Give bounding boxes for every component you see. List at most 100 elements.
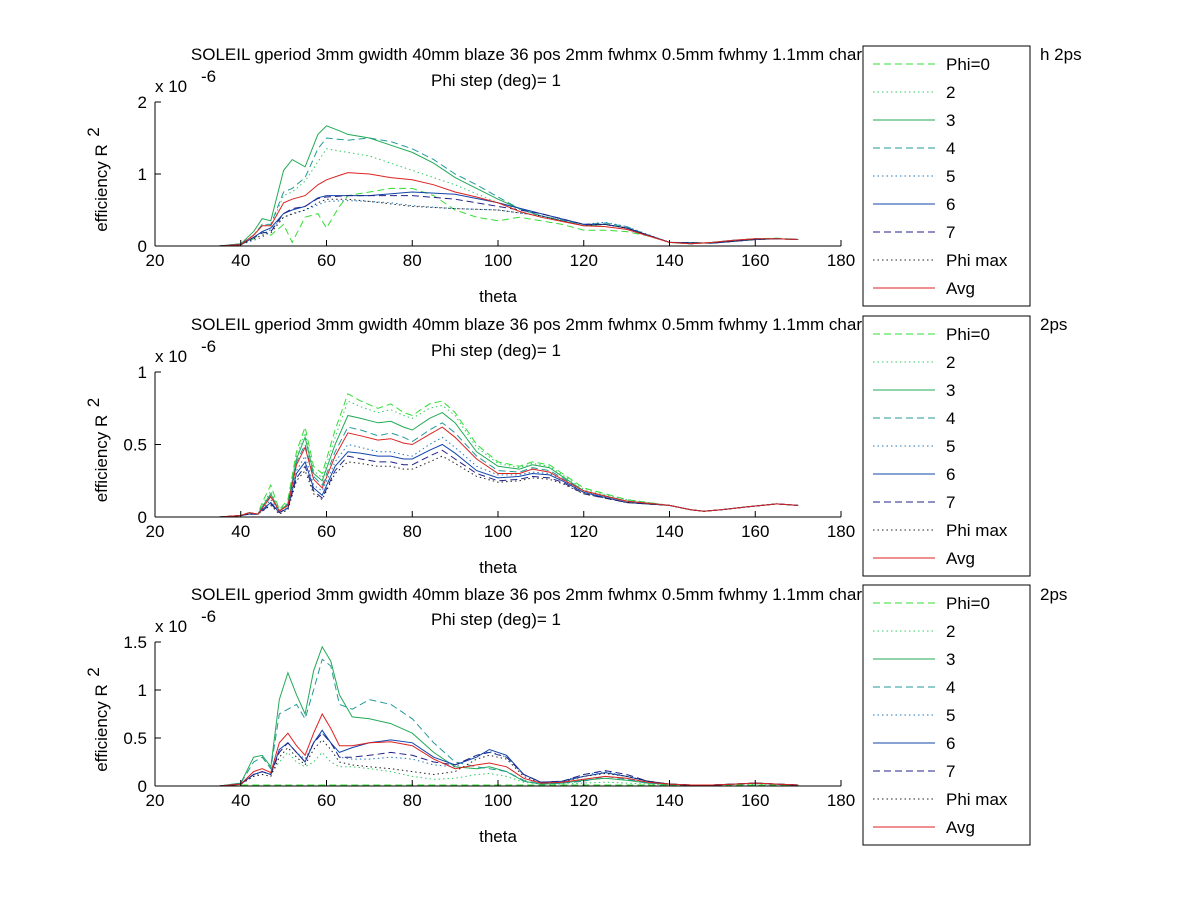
series-line-2 [219, 751, 799, 787]
x-tick-label: 80 [403, 251, 422, 270]
y-exponent-power: -6 [201, 607, 216, 626]
y-exponent-base: x 10 [155, 347, 187, 366]
y-axis-label-sup: 2 [84, 127, 103, 136]
subplot-2: 20 40 60 80 100 120 140 160 180 0 0.5 1 x 10 -6 SOLEIL… [84, 315, 1067, 577]
legend-box [862, 315, 1031, 577]
y-tick-label: 1 [138, 681, 147, 700]
x-tick-label: 60 [317, 251, 336, 270]
series-group [219, 645, 799, 787]
legend-label-6: 6 [946, 195, 955, 214]
y-tick-label: 1 [138, 363, 147, 382]
x-tick-label: 80 [403, 522, 422, 541]
x-tick-label: 100 [484, 251, 512, 270]
legend-label-5: 5 [946, 706, 955, 725]
x-tick-label: 180 [827, 791, 855, 810]
y-tick-label: 0 [138, 237, 147, 256]
series-line-9 [219, 712, 799, 787]
series-line-4 [219, 137, 799, 247]
legend-label-8: Phi max [946, 790, 1008, 809]
subplot-1: 20 40 60 80 100 120 140 160 180 0 1 2 x 10 -6 SOLEIL g… [84, 45, 1082, 307]
x-tick-label: 160 [741, 251, 769, 270]
legend-label-8: Phi max [946, 251, 1008, 270]
x-tick-label: 160 [741, 522, 769, 541]
subplot-subtitle: Phi step (deg)= 1 [431, 71, 561, 90]
y-tick-label: 0.5 [123, 729, 147, 748]
series-line-7 [219, 449, 799, 518]
x-tick-label: 40 [231, 522, 250, 541]
legend-label-3: 3 [946, 381, 955, 400]
x-tick-label: 140 [655, 522, 683, 541]
x-axis-label: theta [479, 827, 517, 846]
x-tick-label: 140 [655, 251, 683, 270]
series-line-5 [219, 436, 799, 518]
y-axis-label: efficiency R [92, 684, 111, 772]
x-tick-label: 40 [231, 251, 250, 270]
series-line-9 [219, 426, 799, 518]
x-tick-label: 180 [827, 522, 855, 541]
x-tick-label: 100 [484, 522, 512, 541]
legend-label-7: 7 [946, 762, 955, 781]
x-tick-label: 20 [146, 251, 165, 270]
y-tick-label: 2 [138, 93, 147, 112]
subplot-title: SOLEIL gperiod 3mm gwidth 40mm blaze 36 … [191, 45, 895, 64]
y-tick-label: 0 [138, 508, 147, 527]
x-axis-label: theta [479, 287, 517, 306]
legend-label-1: Phi=0 [946, 55, 990, 74]
series-line-2 [219, 400, 799, 518]
legend: Phi=0 2 3 4 5 6 7 Phi max Avg [862, 45, 1031, 307]
series-line-8 [219, 739, 799, 787]
legend-label-6: 6 [946, 734, 955, 753]
legend-label-3: 3 [946, 111, 955, 130]
series-line-9 [219, 172, 799, 247]
series-line-1 [219, 187, 799, 247]
legend-label-8: Phi max [946, 521, 1008, 540]
y-tick-label: 0.5 [123, 436, 147, 455]
legend-label-3: 3 [946, 650, 955, 669]
series-line-1 [219, 393, 799, 518]
series-group [219, 125, 799, 247]
subplot-title-tail: 2ps [1040, 585, 1067, 604]
y-axis-label: efficiency R [92, 144, 111, 232]
legend-label-2: 2 [946, 622, 955, 641]
legend-label-5: 5 [946, 167, 955, 186]
subplot-subtitle: Phi step (deg)= 1 [431, 341, 561, 360]
legend-label-7: 7 [946, 493, 955, 512]
subplot-subtitle: Phi step (deg)= 1 [431, 610, 561, 629]
x-tick-label: 120 [570, 522, 598, 541]
subplot-title: SOLEIL gperiod 3mm gwidth 40mm blaze 36 … [191, 585, 895, 604]
legend-label-5: 5 [946, 437, 955, 456]
x-tick-label: 120 [570, 251, 598, 270]
legend-label-9: Avg [946, 279, 975, 298]
legend-label-9: Avg [946, 818, 975, 837]
y-axis-label-sup: 2 [84, 667, 103, 676]
series-line-3 [219, 645, 799, 787]
x-tick-label: 20 [146, 522, 165, 541]
x-axis-label: theta [479, 558, 517, 577]
y-axis-label: efficiency R [92, 415, 111, 503]
x-tick-label: 140 [655, 791, 683, 810]
x-tick-label: 60 [317, 522, 336, 541]
series-line-4 [219, 658, 799, 787]
x-tick-label: 120 [570, 791, 598, 810]
series-line-3 [219, 125, 799, 247]
legend-box [862, 45, 1031, 307]
legend-label-2: 2 [946, 353, 955, 372]
legend: Phi=0 2 3 4 5 6 7 Phi max Avg [862, 315, 1031, 577]
y-tick-label: 1 [138, 165, 147, 184]
legend: Phi=0 2 3 4 5 6 7 Phi max Avg [862, 584, 1031, 846]
legend-box [862, 584, 1031, 846]
subplot-3: 20 40 60 80 100 120 140 160 180 0 0.5 1 1.5 x 10 -6 SOL… [84, 584, 1067, 846]
y-tick-label: 0 [138, 777, 147, 796]
legend-label-6: 6 [946, 465, 955, 484]
series-group [219, 393, 799, 518]
subplot-title-tail: h 2ps [1040, 45, 1082, 64]
y-exponent-base: x 10 [155, 617, 187, 636]
x-tick-label: 180 [827, 251, 855, 270]
x-tick-label: 100 [484, 791, 512, 810]
subplot-title-tail: 2ps [1040, 315, 1067, 334]
x-tick-label: 20 [146, 791, 165, 810]
y-exponent-power: -6 [201, 337, 216, 356]
y-exponent-base: x 10 [155, 77, 187, 96]
